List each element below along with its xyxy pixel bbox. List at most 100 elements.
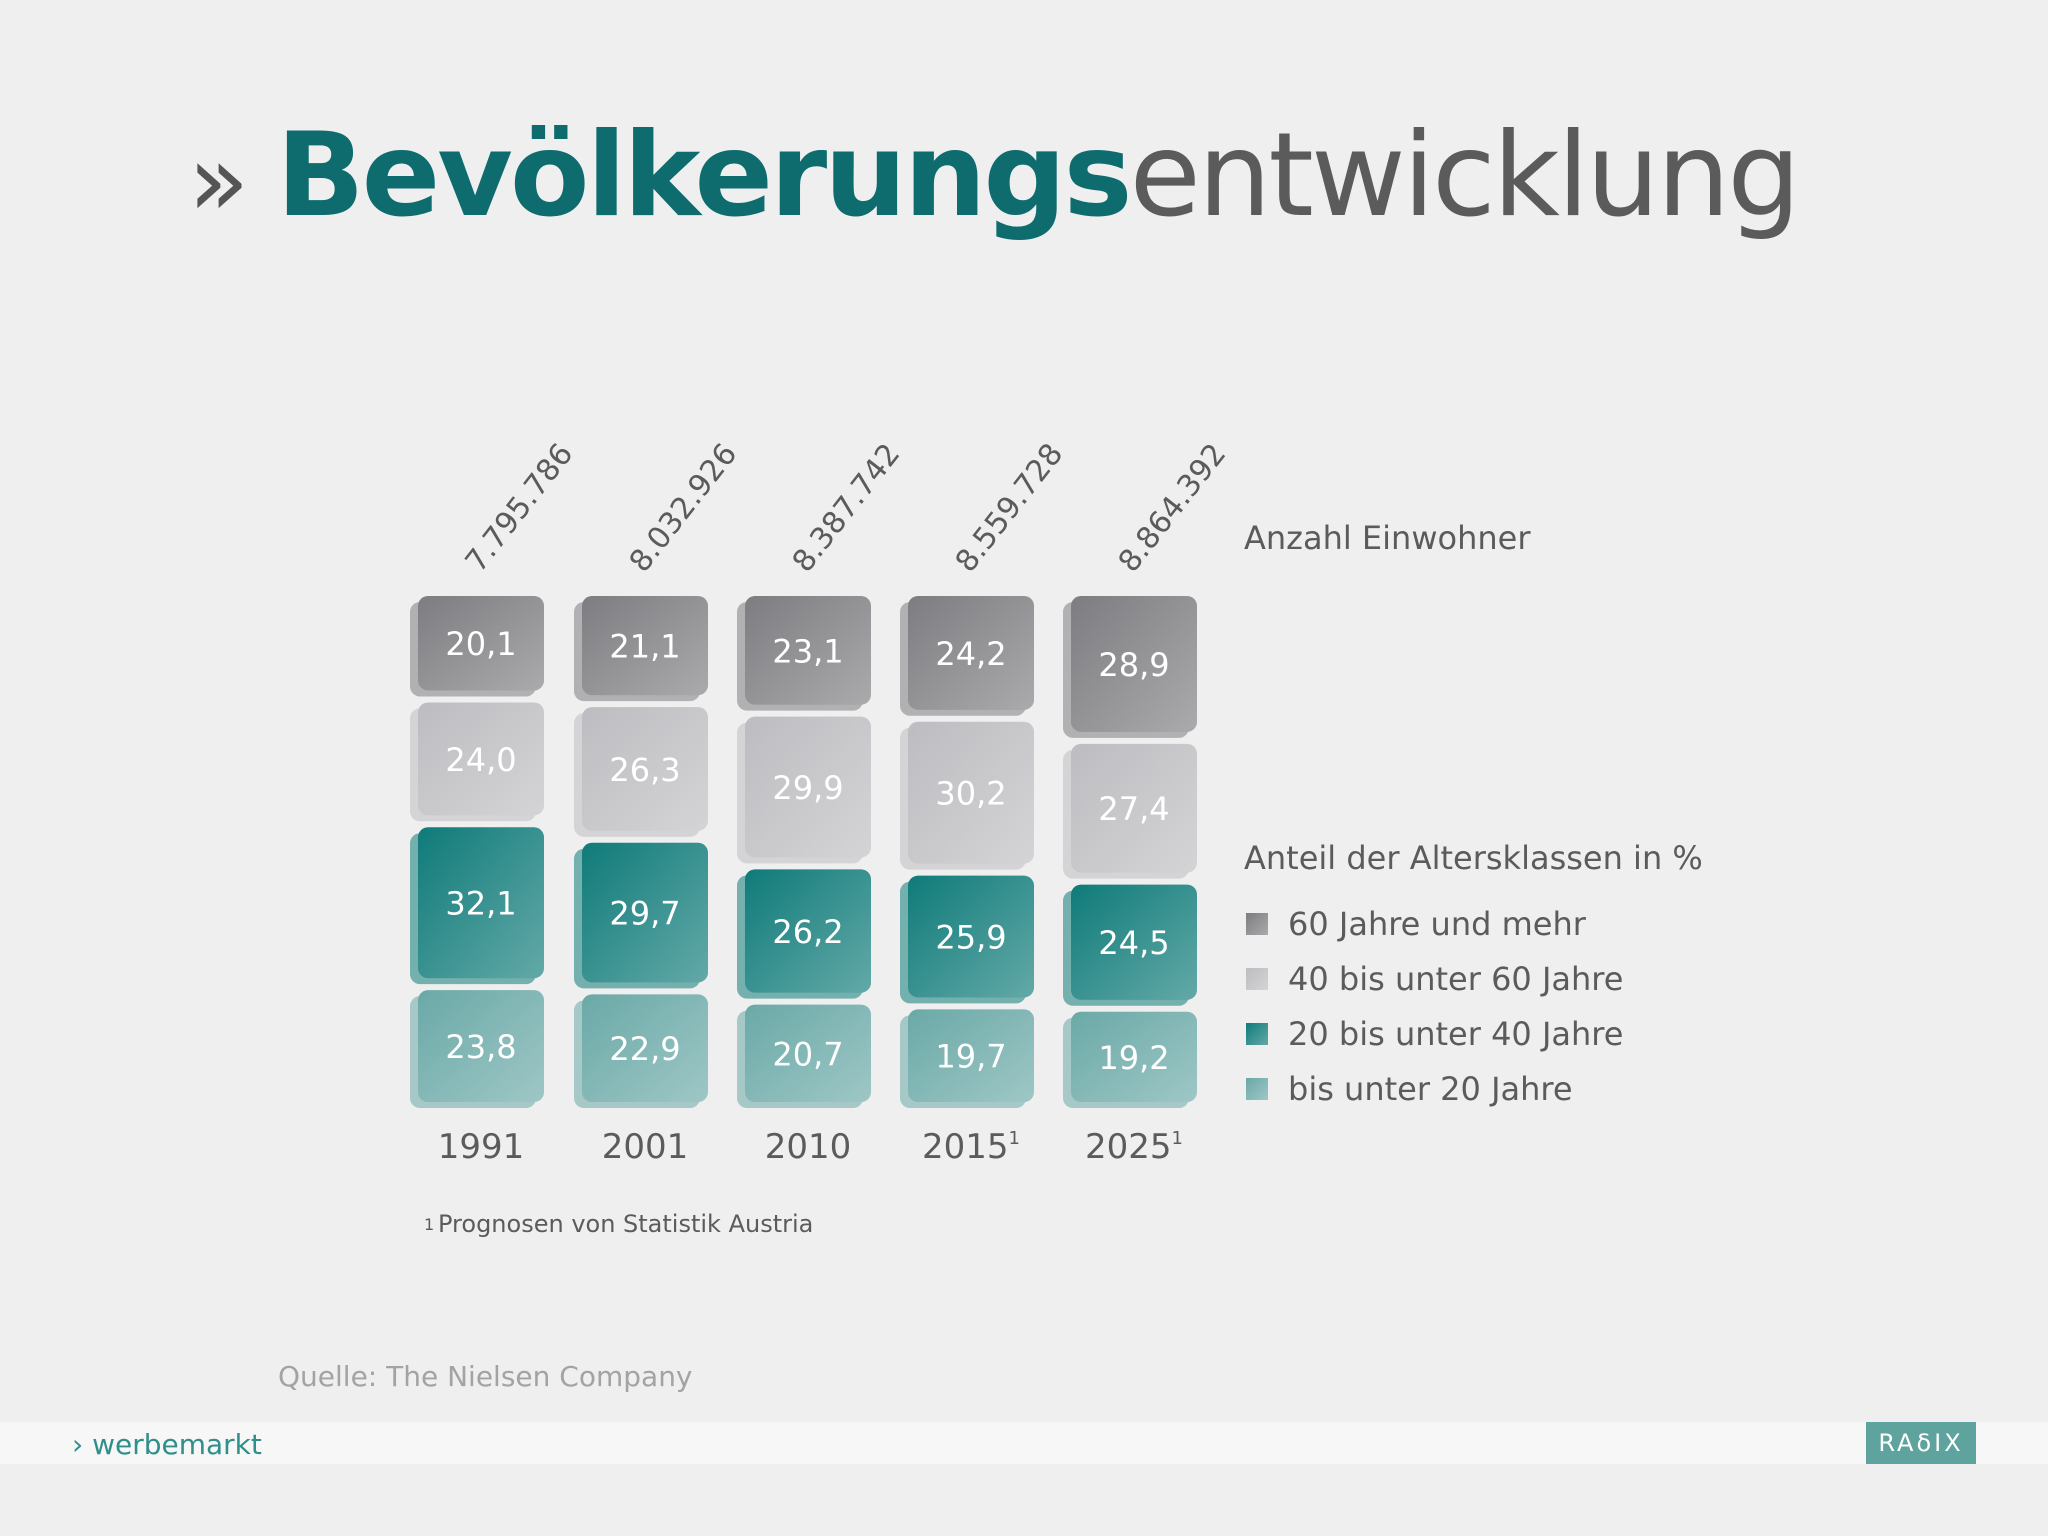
total-population-label: 8.387.742 [786,437,908,579]
bar-segment-shine [582,707,708,831]
title-chevron: » [188,122,249,239]
bar-segment: 26,2 [737,869,871,999]
bar-segment: 25,9 [900,875,1034,1004]
bar-value-label: 19,7 [935,1038,1006,1076]
legend-item: 40 bis unter 60 Jahre [1246,960,1623,998]
bar-value-label: 26,3 [609,751,680,789]
x-tick-label: 1991 [438,1127,525,1167]
bar-segment: 26,3 [574,707,708,837]
chart-footnote: 1 Prognosen von Statistik Austria [424,1210,813,1238]
bar-segment-shine [1071,884,1197,1000]
bar-segment-shine [745,716,871,858]
legend-label: 20 bis unter 40 Jahre [1288,1015,1623,1053]
total-population-label: 8.864.392 [1112,437,1234,579]
chart-bars: 23,8 32,1 24,0 20,1 22,9 29,7 26,3 21,1 20,7 26,2… [410,596,1197,1108]
bar-value-label: 23,8 [445,1028,516,1066]
legend-title: Anteil der Altersklassen in % [1244,839,1703,877]
bar-segment: 27,4 [1063,743,1197,879]
legend-item: bis unter 20 Jahre [1246,1070,1573,1108]
bar-segment-shine [1071,596,1197,732]
bar-segment: 30,2 [900,721,1034,870]
chart-x-axis: 1991 2001 2010 20151 20251 [438,1127,1183,1167]
legend-label: bis unter 20 Jahre [1288,1070,1573,1108]
footer-brand[interactable]: › werbemarkt [72,1428,262,1461]
bar-segment: 29,7 [574,842,708,989]
bar-segment-shine [908,596,1034,710]
bar-segment-shine [1071,743,1197,873]
bar-value-label: 22,9 [609,1030,680,1068]
footnote-text: Prognosen von Statistik Austria [438,1210,813,1238]
bar-value-label: 24,2 [935,635,1006,673]
bar-value-label: 20,7 [772,1035,843,1073]
x-tick-label: 2010 [765,1127,852,1167]
bar-value-label: 24,0 [445,741,516,779]
source-note: Quelle: The Nielsen Company [278,1360,693,1393]
bar-value-label: 24,5 [1098,924,1169,962]
bar-segment-shine [418,827,544,979]
bar-value-label: 27,4 [1098,790,1169,828]
bar-value-label: 20,1 [445,625,516,663]
bar-value-label: 21,1 [609,628,680,666]
bar-value-label: 32,1 [445,885,516,923]
legend-item: 20 bis unter 40 Jahre [1246,1015,1623,1053]
totals-label: Anzahl Einwohner [1244,519,1531,557]
bar-value-label: 19,2 [1098,1039,1169,1077]
page-title: » Bevölkerungsentwicklung [188,118,1801,234]
bar-segment-shine [418,990,544,1102]
x-tick-footnote-mark: 1 [1009,1128,1020,1149]
bar-segment: 23,8 [410,990,544,1108]
x-tick-label: 2001 [602,1127,689,1167]
population-chart: 23,8 32,1 24,0 20,1 22,9 29,7 26,3 21,1 20,7 26,2… [410,437,1703,1238]
bar-segment: 32,1 [410,827,544,985]
bar-segment: 24,2 [900,596,1034,716]
bar-value-label: 29,9 [772,769,843,807]
bar-value-label: 25,9 [935,919,1006,957]
chart-totals: 7.795.786 8.032.926 8.387.742 8.559.728 8.86… [459,437,1234,579]
bar-segment-shine [418,596,544,691]
bar-value-label: 26,2 [772,913,843,951]
x-tick-footnote-mark: 1 [1172,1128,1183,1149]
x-tick-label: 20151 [922,1127,1020,1167]
bar-value-label: 23,1 [772,632,843,670]
bar-segment-shine [582,994,708,1102]
bar-value-label: 30,2 [935,775,1006,813]
legend-item: 60 Jahre und mehr [1246,905,1587,943]
bar-segment-shine [745,869,871,993]
legend-label: 40 bis unter 60 Jahre [1288,960,1623,998]
chart-legend: 60 Jahre und mehr 40 bis unter 60 Jahre 20… [1246,905,1623,1108]
bar-segment: 24,5 [1063,884,1197,1006]
bar-segment: 21,1 [574,596,708,702]
bar-segment: 20,1 [410,596,544,697]
bar-segment-shine [908,721,1034,864]
bar-segment-shine [418,702,544,816]
bar-segment-shine [745,596,871,705]
title-light-part: entwicklung [1129,108,1801,243]
bar-segment: 23,1 [737,596,871,711]
bar-segment-shine [908,875,1034,998]
total-population-label: 8.032.926 [623,437,745,579]
total-population-label: 7.795.786 [459,437,581,579]
legend-label: 60 Jahre und mehr [1288,905,1587,943]
radix-logo: RAδIX [1866,1422,1976,1464]
bar-segment: 19,7 [900,1009,1034,1108]
x-tick-label: 20251 [1085,1127,1183,1167]
bar-value-label: 28,9 [1098,646,1169,684]
bar-segment-shine [582,596,708,696]
bar-segment-shine [908,1009,1034,1102]
bar-segment: 29,9 [737,716,871,864]
legend-swatch-shine [1246,1078,1268,1100]
footnote-mark: 1 [424,1215,434,1234]
footer-bar [0,1422,2048,1464]
bar-segment: 20,7 [737,1004,871,1108]
bar-value-label: 29,7 [609,895,680,933]
legend-swatch-shine [1246,1023,1268,1045]
legend-swatch-shine [1246,968,1268,990]
bar-segment: 19,2 [1063,1011,1197,1108]
title-bold-part: Bevölkerungs [276,108,1132,243]
total-population-label: 8.559.728 [949,437,1071,579]
legend-swatch-shine [1246,913,1268,935]
bar-segment: 28,9 [1063,596,1197,738]
bar-segment-shine [1071,1011,1197,1102]
bar-segment-shine [745,1004,871,1102]
bar-segment: 22,9 [574,994,708,1108]
